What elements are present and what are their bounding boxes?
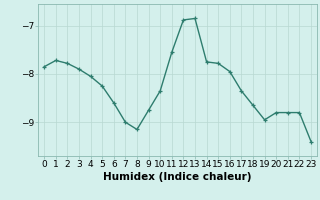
X-axis label: Humidex (Indice chaleur): Humidex (Indice chaleur) (103, 172, 252, 182)
